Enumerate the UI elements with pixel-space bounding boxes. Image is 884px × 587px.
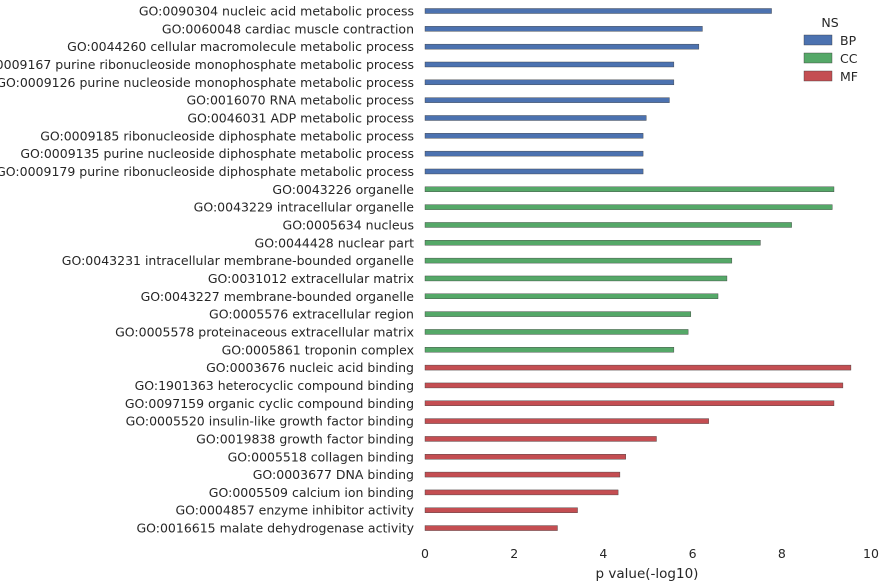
- bar-bp: [424, 43, 700, 50]
- bar-cc: [424, 275, 728, 282]
- category-label: GO:0019838 growth factor binding: [196, 431, 414, 446]
- bar-mf: [424, 382, 844, 389]
- category-label: GO:0009135 purine nucleoside diphosphate…: [20, 146, 414, 161]
- x-tick-label: 0: [421, 546, 429, 561]
- category-label: GO:0003676 nucleic acid binding: [206, 360, 414, 375]
- x-tick-label: 10: [863, 546, 879, 561]
- bar-bp: [424, 61, 675, 68]
- category-label: GO:0003677 DNA binding: [253, 467, 414, 482]
- bar-bp: [424, 79, 675, 86]
- bar-cc: [424, 204, 833, 210]
- category-label: GO:0043229 intracellular organelle: [194, 200, 415, 215]
- bar-mf: [424, 400, 835, 406]
- x-tick-labels-group: 0 2 4 6 8 10: [421, 546, 879, 561]
- category-label: GO:0090304 nucleic acid metabolic proces…: [139, 4, 414, 19]
- category-label: GO:0005520 insulin-like growth factor bi…: [126, 414, 414, 429]
- category-label: GO:0005576 extracellular region: [209, 307, 414, 322]
- bar-bp: [424, 150, 644, 157]
- bar-mf: [424, 489, 619, 496]
- category-label: GO:0046031 ADP metabolic process: [187, 110, 414, 125]
- x-tick-label: 4: [599, 546, 607, 561]
- category-label: GO:0005578 proteinaceous extracellular m…: [115, 324, 414, 339]
- category-label: GO:1901363 heterocyclic compound binding: [135, 378, 414, 393]
- x-tick-label: 2: [510, 546, 518, 561]
- category-label: GO:0005861 troponin complex: [222, 342, 414, 357]
- bar-bp: [424, 8, 772, 14]
- bar-mf: [424, 507, 578, 513]
- legend-label-mf: MF: [840, 69, 858, 84]
- category-label: GO:0005634 nucleus: [283, 217, 414, 232]
- category-label: GO:0031012 extracellular matrix: [208, 271, 414, 286]
- bar-bp: [424, 168, 644, 175]
- legend-label-bp: BP: [840, 33, 857, 48]
- bar-cc: [424, 222, 792, 228]
- category-label: GO:0044428 nuclear part: [255, 235, 415, 250]
- category-label: GO:0060048 cardiac muscle contraction: [162, 21, 414, 36]
- category-label: GO:0016070 RNA metabolic process: [186, 93, 414, 108]
- bars-group: [424, 8, 852, 531]
- category-labels-group: GO:0090304 nucleic acid metabolic proces…: [0, 4, 415, 536]
- category-label: GO:0009179 purine ribonucleoside diphosp…: [0, 164, 414, 179]
- legend-label-cc: CC: [840, 51, 858, 66]
- category-label: GO:0097159 organic cyclic compound bindi…: [125, 396, 414, 411]
- category-label: GO:0005509 calcium ion binding: [209, 485, 414, 500]
- category-label: GO:0044260 cellular macromolecule metabo…: [67, 39, 414, 54]
- x-tick-label: 8: [778, 546, 786, 561]
- bar-mf: [424, 364, 852, 371]
- bar-cc: [424, 186, 835, 193]
- legend-swatch-mf: [803, 70, 833, 82]
- legend-title: NS: [821, 15, 838, 30]
- bar-bp: [424, 26, 703, 32]
- bar-mf: [424, 418, 709, 424]
- bar-cc: [424, 257, 733, 264]
- category-label: GO:0009185 ribonucleoside diphosphate me…: [40, 128, 414, 143]
- legend-swatch-bp: [803, 34, 833, 46]
- bar-mf: [424, 471, 621, 478]
- legend-swatch-cc: [803, 52, 833, 64]
- bar-mf: [424, 454, 626, 460]
- bar-mf: [424, 436, 657, 442]
- legend: NS BP CC MF: [803, 15, 858, 84]
- legend-entries: BP CC MF: [803, 33, 858, 84]
- category-label: GO:0043227 membrane-bounded organelle: [141, 289, 415, 304]
- x-axis-title: p value(-log10): [596, 566, 699, 582]
- bar-cc: [424, 347, 675, 353]
- bar-cc: [424, 240, 761, 246]
- bar-mf: [424, 525, 558, 531]
- bar-bp: [424, 97, 670, 103]
- category-label: GO:0016615 malate dehydrogenase activity: [136, 521, 414, 536]
- category-label: GO:0009126 purine nucleoside monophospha…: [0, 75, 414, 90]
- category-label: GO:0009167 purine ribonucleoside monopho…: [0, 57, 414, 72]
- category-label: GO:0043226 organelle: [272, 182, 414, 197]
- bar-cc: [424, 311, 692, 317]
- x-tick-label: 6: [689, 546, 697, 561]
- category-label: GO:0005518 collagen binding: [228, 449, 414, 464]
- category-label: GO:0043231 intracellular membrane-bounde…: [62, 253, 415, 268]
- bar-cc: [424, 329, 689, 335]
- bar-cc: [424, 293, 719, 299]
- bar-bp: [424, 115, 647, 121]
- category-label: GO:0004857 enzyme inhibitor activity: [175, 503, 414, 518]
- bar-bp: [424, 133, 644, 139]
